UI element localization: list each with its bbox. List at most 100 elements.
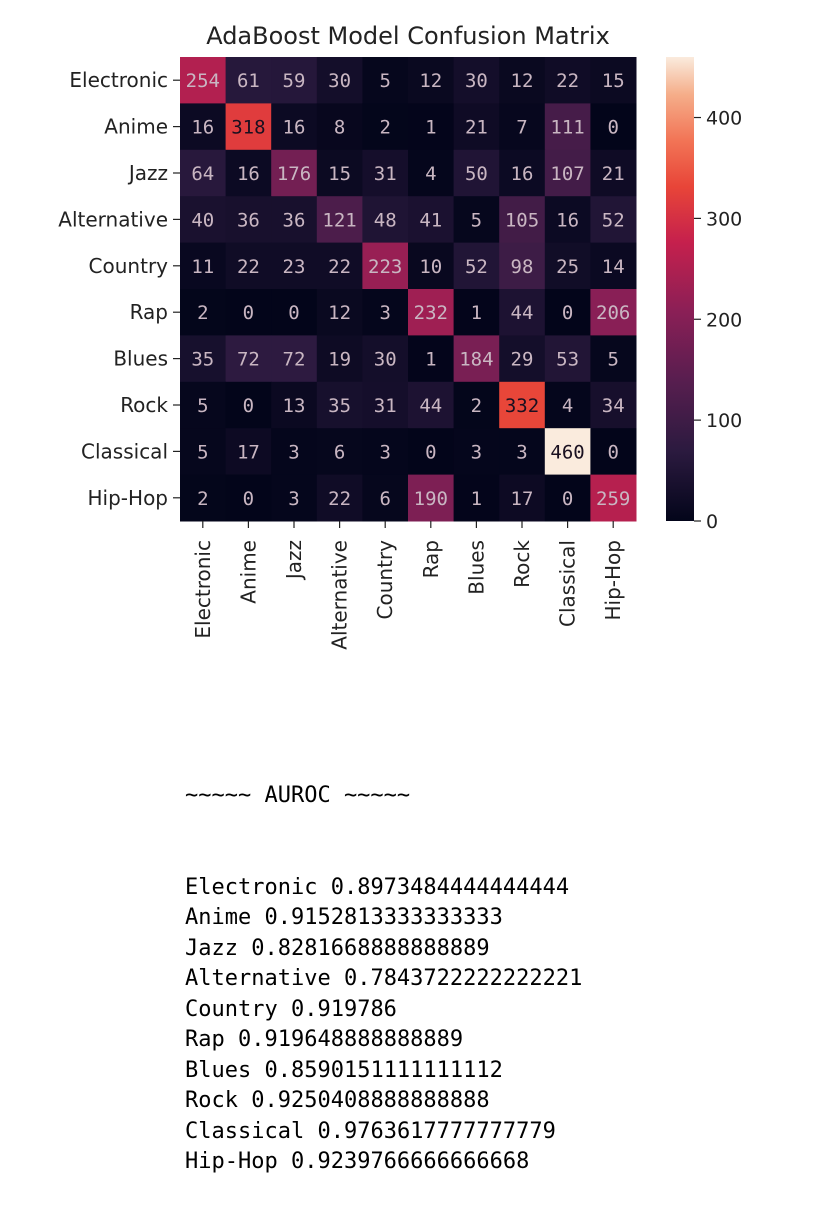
- cell-value-label: 2: [197, 488, 208, 510]
- col-tick-labels: Electronic Anime Jazz Alternative Country Rap…: [191, 521, 625, 650]
- col-tick-label: Hip-Hop: [601, 540, 625, 620]
- row-tick-label: Rap: [130, 300, 168, 324]
- cell-value-label: 64: [191, 163, 214, 185]
- cell-value-label: 21: [602, 163, 625, 185]
- auroc-row: Classical 0.9763617777777779: [185, 1117, 582, 1148]
- cell-value-label: 121: [322, 209, 356, 231]
- cell-value-label: 0: [562, 302, 573, 324]
- heatmap-cell: [408, 242, 455, 290]
- heatmap-cell: [499, 289, 546, 336]
- heatmap-cell: [453, 428, 500, 476]
- row-tick-label: Country: [89, 254, 169, 278]
- heatmap-cell: [362, 242, 409, 290]
- cell-value-label: 15: [328, 163, 351, 185]
- heatmap-cell: [544, 242, 591, 290]
- heatmap-cell: [316, 57, 363, 104]
- heatmap-cell: [499, 149, 546, 197]
- heatmap-cell: [453, 103, 500, 151]
- col-tick-label: Jazz: [282, 540, 306, 581]
- heatmap-cell: [225, 149, 272, 197]
- cell-value-label: 31: [374, 395, 397, 417]
- row-tick-label: Rock: [120, 393, 168, 417]
- auroc-row: Rap 0.919648888888889: [185, 1025, 582, 1056]
- cell-value-label: 31: [374, 163, 397, 185]
- heatmap-cell: [271, 57, 318, 104]
- auroc-row: Electronic 0.8973484444444444: [185, 873, 582, 904]
- cell-value-label: 30: [328, 70, 351, 92]
- heatmap-cell: [225, 428, 272, 476]
- auroc-output: ~~~~~ AUROC ~~~~~ Electronic 0.897348444…: [185, 720, 582, 1208]
- cell-value-label: 19: [328, 349, 351, 371]
- colorbar-tick-label: 400: [706, 108, 742, 130]
- cell-value-label: 35: [191, 349, 214, 371]
- cell-value-label: 2: [471, 395, 482, 417]
- cell-value-label: 17: [237, 441, 260, 463]
- heatmap-cell: [225, 289, 272, 336]
- cell-value-label: 16: [511, 163, 534, 185]
- cell-value-label: 3: [288, 441, 299, 463]
- cell-value-label: 332: [505, 395, 539, 417]
- cell-value-label: 1: [471, 302, 482, 324]
- cell-value-label: 22: [328, 256, 351, 278]
- auroc-class-label: Anime: [185, 905, 252, 930]
- auroc-class-label: Alternative: [185, 966, 331, 991]
- cell-value-label: 11: [191, 256, 214, 278]
- cell-value-label: 2: [379, 117, 390, 139]
- auroc-row: Blues 0.8590151111111112: [185, 1056, 582, 1087]
- heatmap-cell: [362, 103, 409, 151]
- heatmap-cell: [453, 474, 500, 522]
- cell-value-label: 0: [288, 302, 299, 324]
- heatmap-cell: [225, 196, 272, 244]
- heatmap-cell: [453, 57, 500, 104]
- cell-value-label: 4: [562, 395, 573, 417]
- cell-value-label: 17: [511, 488, 534, 510]
- heatmap-cell: [453, 381, 500, 429]
- cell-value-label: 53: [556, 349, 579, 371]
- cell-value-label: 111: [550, 117, 584, 139]
- heatmap-cell: [271, 149, 318, 197]
- cell-value-label: 22: [237, 256, 260, 278]
- cell-value-label: 105: [505, 209, 539, 231]
- col-tick-label: Blues: [464, 540, 488, 595]
- cell-value-label: 460: [550, 441, 584, 463]
- cell-value-label: 29: [511, 349, 534, 371]
- heatmap-cell: [316, 474, 363, 522]
- cell-value-label: 16: [237, 163, 260, 185]
- cell-value-label: 22: [556, 70, 579, 92]
- heatmap-cell: [271, 428, 318, 476]
- heatmap-cell: [180, 289, 227, 336]
- cell-value-label: 72: [283, 349, 306, 371]
- heatmap-cell: [316, 381, 363, 429]
- heatmap-cell: [590, 289, 637, 336]
- cell-value-label: 107: [550, 163, 584, 185]
- heatmap-cell: [316, 428, 363, 476]
- confusion-matrix-chart: AdaBoost Model Confusion Matrix 254 61 59 3…: [58, 22, 742, 650]
- row-tick-label: Blues: [113, 347, 168, 371]
- auroc-value: 0.9152813333333333: [264, 905, 503, 930]
- cell-value-label: 1: [425, 349, 436, 371]
- cell-value-label: 0: [425, 441, 436, 463]
- col-tick-label: Rock: [510, 540, 534, 588]
- colorbar-tick-label: 200: [706, 309, 742, 331]
- heatmap-cell: [408, 289, 455, 336]
- heatmap-cell: [180, 149, 227, 197]
- cell-value-label: 8: [334, 117, 345, 139]
- heatmap-cell: [544, 57, 591, 104]
- cell-value-label: 176: [277, 163, 311, 185]
- heatmap-cell: [271, 335, 318, 383]
- cell-value-label: 13: [283, 395, 306, 417]
- heatmap-cell: [499, 335, 546, 383]
- cell-value-label: 3: [379, 302, 390, 324]
- cell-value-label: 3: [379, 441, 390, 463]
- heatmap-cell: [408, 335, 455, 383]
- cell-value-label: 52: [465, 256, 488, 278]
- colorbar-tick-label: 0: [706, 511, 718, 533]
- heatmap-cell: [408, 474, 455, 522]
- auroc-value: 0.8973484444444444: [330, 874, 570, 900]
- cell-value-label: 30: [465, 70, 488, 92]
- row-tick-label: Jazz: [127, 161, 168, 185]
- heatmap-cell: [225, 335, 272, 383]
- auroc-header: ~~~~~ AUROC ~~~~~: [185, 783, 411, 808]
- auroc-value: 0.9239766666666668: [290, 1149, 530, 1174]
- heatmap-cell: [453, 196, 500, 244]
